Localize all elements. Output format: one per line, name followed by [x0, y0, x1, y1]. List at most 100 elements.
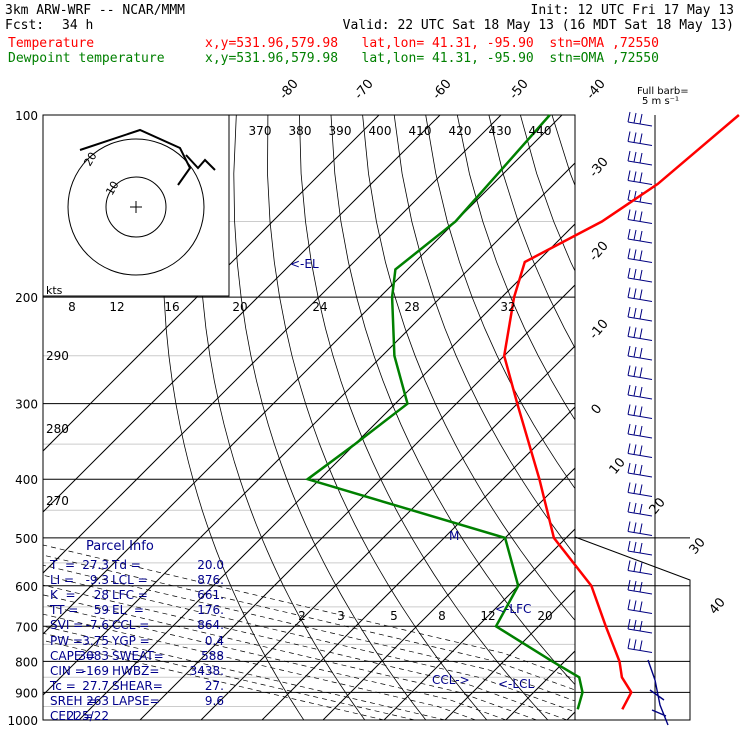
mixing-ratio-label-5: 5 — [390, 609, 398, 623]
left-axis-label-270: 270 — [46, 494, 69, 508]
isotherm-label-30: 30 — [687, 535, 709, 557]
pressure-label-800: 800 — [15, 655, 38, 669]
hodograph-trace — [79, 128, 216, 186]
marker-0: <-EL — [290, 257, 319, 271]
pressure-label-700: 700 — [15, 620, 38, 634]
wind-barb — [627, 501, 653, 517]
pressure-label-900: 900 — [15, 686, 38, 700]
model-title: 3km ARW-WRF -- NCAR/MMM — [5, 3, 186, 18]
hodo-speed-label-16: 16 — [164, 300, 179, 314]
marker-3: CCL-> — [432, 673, 470, 687]
dry-adiabat — [330, 115, 575, 686]
parcel-row-9-cell-3: 9.6 — [204, 693, 224, 708]
wind-barb — [627, 287, 653, 302]
fcst-label: Fcst: — [5, 18, 45, 33]
parcel-row-8-cell-1: 27.7 — [82, 678, 109, 693]
marker-1: <-LFC — [495, 602, 531, 616]
isotherm-label-0: 0 — [589, 402, 606, 418]
wind-barb — [627, 228, 653, 244]
wind-label-line1: Full barb= — [637, 86, 689, 97]
series-temperature — [502, 114, 740, 710]
isotherm — [566, 711, 575, 720]
parcel-row-10-cell-1: 225/22 — [66, 709, 109, 723]
dry-adiabat — [233, 115, 427, 720]
hodo-ring-10 — [105, 176, 167, 238]
init-time: Init: 12 UTC Fri 17 May 13 — [530, 3, 735, 18]
parcel-row-3-cell-3: 176. — [197, 603, 224, 618]
series-dewpoint — [304, 114, 584, 710]
parcel-row-8-cell-0: Tc = — [50, 678, 76, 693]
lower-frame — [43, 536, 691, 721]
hodo-speed-label-20: 20 — [232, 300, 247, 314]
marker-4: M — [449, 529, 459, 543]
parcel-row-4-cell-0: SVI = — [50, 618, 84, 633]
wind-barb — [627, 540, 653, 556]
parcel-row-4-cell-1: -7.6 — [85, 618, 109, 633]
parcel-info-panel: Parcel Info T = 27.3 Td = 20.0 LI = -9.3 LCL =… — [46, 538, 242, 726]
isotherm — [139, 284, 575, 720]
pressure-label-300: 300 — [15, 398, 38, 412]
parcel-row-5-cell-3: 0.4 — [204, 633, 224, 648]
pressure-label-1000: 1000 — [7, 714, 38, 728]
hodo-speed-label-12: 12 — [109, 300, 124, 314]
theta-label-440: 440 — [529, 124, 552, 138]
parcel-row-6-cell-0: CAPE = — [50, 648, 96, 663]
moist-adiabat — [43, 640, 385, 720]
parcel-row-0-cell-1: 27.3 — [82, 558, 109, 572]
parcel-row-5-cell-2: YGP = — [112, 633, 150, 648]
fcst-value: 34 h — [62, 18, 94, 33]
dry-adiabat — [710, 115, 740, 720]
wind-barb — [627, 618, 653, 634]
dry-adiabat — [162, 115, 305, 720]
wind-barb — [627, 306, 653, 322]
parcel-row-6-cell-3: 588 — [201, 648, 224, 663]
hodo-speed-label-8: 8 — [68, 300, 76, 314]
marker-2: <-LCL — [498, 677, 534, 691]
parcel-row-7-cell-1: -169 — [81, 663, 109, 678]
wind-barb — [627, 404, 653, 419]
isotherm — [261, 406, 575, 720]
moist-adiabat — [43, 574, 575, 713]
hodo-speed-label-24: 24 — [312, 300, 327, 314]
isotherm — [200, 345, 575, 720]
isotherm — [43, 115, 441, 513]
isotherm-label--50: -50 — [507, 77, 532, 103]
theta-label-420: 420 — [449, 124, 472, 138]
pressure-label-600: 600 — [15, 580, 38, 594]
wind-barb — [627, 482, 653, 497]
hodo-ring-20 — [67, 138, 205, 276]
parcel-row-0-cell-2: Td = — [112, 558, 141, 572]
parcel-row-10-cell-0: CELL = — [50, 709, 94, 723]
parcel-row-1-cell-1: -9.3 — [85, 573, 109, 588]
parcel-row-9-cell-2: LAPSE= — [112, 693, 160, 708]
mixing-ratio-label-8: 8 — [438, 609, 446, 623]
wind-barb — [627, 345, 653, 361]
parcel-row-9-cell-0: SREH = — [50, 693, 97, 708]
dry-adiabat — [393, 115, 575, 556]
parcel-row-8-cell-3: 27. — [204, 678, 224, 693]
parcel-row-1-cell-3: 876. — [197, 573, 224, 588]
parcel-row-2-cell-3: 661. — [197, 588, 224, 603]
wind-barb-cluster — [647, 659, 669, 726]
isotherm — [689, 115, 740, 720]
isotherm-label--60: -60 — [430, 77, 455, 103]
hodo-ring-label-10: 10 — [103, 179, 121, 198]
theta-label-430: 430 — [489, 124, 512, 138]
wind-barb — [627, 579, 653, 595]
left-axis-label-280: 280 — [46, 422, 69, 436]
dry-adiabat — [425, 115, 575, 490]
wind-barb — [627, 638, 653, 653]
isotherm — [43, 115, 380, 452]
dry-adiabat — [362, 115, 575, 621]
parcel-row-7-cell-2: HWBZ= — [112, 663, 160, 678]
legend-dewpoint: Dewpoint temperature — [8, 51, 165, 66]
valid-time: Valid: 22 UTC Sat 18 May 13 (16 MDT Sat … — [342, 18, 734, 33]
isotherm — [383, 528, 575, 720]
left-axis-label-290: 290 — [46, 349, 69, 363]
isotherm-label--30: -30 — [587, 155, 612, 181]
wind-barb — [627, 248, 653, 263]
diagram-lines — [43, 115, 740, 720]
wind-barb — [627, 111, 653, 127]
parcel-row-8-cell-2: SHEAR= — [112, 678, 163, 693]
